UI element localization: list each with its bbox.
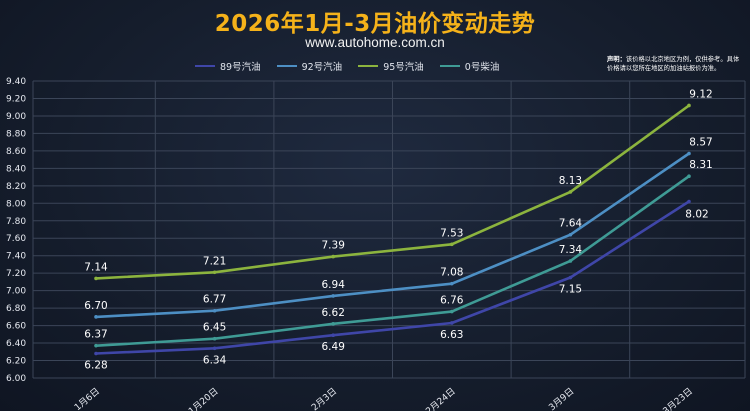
chart-subtitle: www.autohome.com.cn	[305, 35, 445, 50]
legend-swatch-95	[358, 65, 379, 67]
data-point[interactable]	[568, 259, 573, 263]
data-label: 8.57	[689, 137, 712, 149]
data-point[interactable]	[331, 322, 336, 326]
legend-swatch-92	[276, 65, 297, 67]
data-point[interactable]	[687, 174, 691, 179]
data-label: 9.12	[689, 88, 712, 100]
data-label: 6.62	[322, 307, 345, 319]
data-point[interactable]	[568, 275, 573, 280]
x-tick-label: 2月3日	[309, 386, 339, 411]
y-tick-label: 9.20	[6, 94, 26, 104]
data-label: 6.70	[84, 300, 107, 312]
data-label: 8.02	[685, 209, 708, 221]
y-tick-label: 8.40	[6, 164, 26, 174]
y-tick-label: 6.20	[6, 357, 26, 367]
data-point[interactable]	[331, 333, 336, 337]
data-point[interactable]	[331, 254, 336, 259]
y-tick-label: 9.40	[6, 77, 26, 87]
x-tick-label: 1月6日	[72, 386, 102, 411]
data-label: 8.31	[689, 159, 712, 171]
data-label: 7.14	[84, 261, 108, 273]
data-point[interactable]	[331, 294, 336, 298]
data-label: 6.63	[440, 329, 463, 341]
disclaimer-text: 该价格以北京地区为例，仅供参考。具体价格请以您所在地区的加油站报价为准。	[607, 56, 740, 72]
data-label: 7.15	[559, 284, 582, 296]
y-tick-label: 7.20	[6, 269, 26, 279]
legend-item-diesel[interactable]: 0号柴油	[439, 59, 500, 73]
y-tick-label: 6.80	[6, 304, 26, 314]
data-label: 6.45	[203, 322, 226, 334]
data-point[interactable]	[450, 281, 454, 286]
y-tick-label: 7.40	[6, 252, 26, 262]
data-label: 6.37	[84, 329, 107, 341]
data-label: 6.49	[322, 341, 345, 353]
disclaimer-note: 声明：该价格以北京地区为例，仅供参考。具体价格请以您所在地区的加油站报价为准。	[607, 55, 745, 73]
data-point[interactable]	[568, 232, 573, 237]
data-point[interactable]	[450, 242, 454, 247]
data-point[interactable]	[212, 308, 217, 313]
legend-label-95: 95号汽油	[383, 62, 424, 73]
data-point[interactable]	[450, 321, 454, 325]
y-tick-label: 7.60	[6, 234, 26, 244]
data-label: 7.64	[559, 218, 583, 230]
series-line-2[interactable]	[95, 104, 690, 280]
data-point[interactable]	[94, 351, 98, 356]
x-tick-label: 1月20日	[187, 386, 221, 411]
data-label: 6.94	[322, 279, 346, 291]
data-label: 6.77	[203, 294, 226, 306]
data-point[interactable]	[687, 151, 691, 156]
y-tick-label: 6.40	[6, 339, 26, 349]
y-tick-label: 8.00	[6, 199, 26, 209]
data-label: 7.53	[440, 227, 463, 239]
chart-title: 2026年1月-3月油价变动走势	[214, 11, 536, 37]
y-tick-label: 9.00	[6, 112, 26, 122]
data-label: 6.76	[440, 295, 464, 307]
legend-item-95[interactable]: 95号汽油	[358, 59, 424, 73]
data-label: 6.34	[203, 354, 227, 366]
axis-layer: 6.00 6.20 6.40 6.60 6.80 7.00 7.20 7.40 7.60 7.80…	[6, 77, 695, 411]
data-point[interactable]	[450, 309, 454, 314]
series-line-1[interactable]	[95, 152, 690, 319]
data-point[interactable]	[212, 346, 217, 351]
x-tick-label: 3月23日	[661, 386, 695, 411]
disclaimer-heading: 声明：	[607, 56, 626, 63]
data-point[interactable]	[94, 343, 98, 348]
series-layer	[94, 103, 691, 356]
legend: 89号汽油 92号汽油 95号汽油 0号柴油	[195, 59, 499, 73]
grid-layer	[32, 80, 746, 379]
y-tick-label: 7.00	[6, 287, 26, 297]
data-point[interactable]	[94, 276, 98, 281]
series-line-3[interactable]	[95, 175, 690, 347]
legend-item-92[interactable]: 92号汽油	[276, 59, 343, 73]
data-label: 7.21	[203, 255, 226, 267]
data-point[interactable]	[212, 336, 217, 341]
x-tick-label: 2月24日	[424, 386, 458, 411]
y-tick-label: 6.00	[6, 374, 26, 384]
legend-swatch-diesel	[439, 65, 460, 67]
data-point[interactable]	[568, 190, 573, 194]
x-tick-label: 3月9日	[547, 386, 577, 411]
legend-swatch-89	[195, 65, 215, 67]
y-tick-label: 6.60	[6, 322, 26, 332]
data-label-layer: 6.28 6.34 6.49 6.63 7.15 8.02 6.70 6.77 6.94 7.08…	[84, 88, 712, 371]
data-label: 7.34	[559, 244, 583, 256]
legend-label-diesel: 0号柴油	[464, 62, 500, 73]
legend-label-92: 92号汽油	[301, 62, 343, 73]
data-point[interactable]	[94, 315, 98, 319]
data-label: 6.28	[84, 360, 107, 372]
data-label: 8.13	[559, 175, 582, 187]
data-point[interactable]	[212, 270, 217, 275]
data-point[interactable]	[687, 199, 691, 204]
y-tick-label: 7.80	[6, 217, 26, 227]
y-tick-label: 8.60	[6, 147, 26, 157]
legend-item-89[interactable]: 89号汽油	[195, 59, 261, 73]
legend-label-89: 89号汽油	[220, 62, 261, 73]
data-point[interactable]	[687, 103, 691, 108]
y-tick-label: 8.20	[6, 182, 26, 192]
y-tick-label: 8.80	[6, 129, 26, 139]
data-label: 7.39	[322, 240, 345, 252]
series-line-0[interactable]	[95, 200, 690, 355]
data-label: 7.08	[440, 267, 463, 279]
